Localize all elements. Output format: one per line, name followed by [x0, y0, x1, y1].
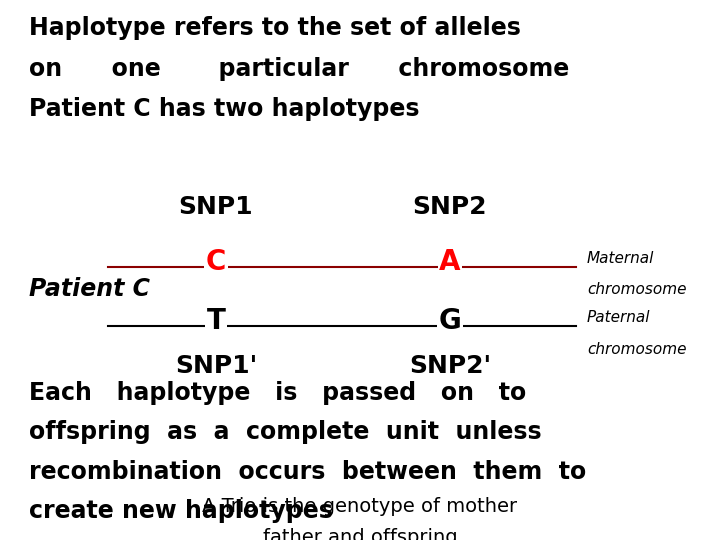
Text: SNP2': SNP2': [409, 354, 491, 377]
Text: recombination  occurs  between  them  to: recombination occurs between them to: [29, 460, 586, 483]
Text: offspring  as  a  complete  unit  unless: offspring as a complete unit unless: [29, 420, 541, 444]
Text: Paternal: Paternal: [587, 310, 650, 326]
Text: father and offspring: father and offspring: [263, 528, 457, 540]
Text: Patient C: Patient C: [29, 277, 150, 301]
Text: T: T: [207, 307, 225, 335]
Text: Maternal: Maternal: [587, 251, 654, 266]
Text: A: A: [439, 248, 461, 276]
Text: chromosome: chromosome: [587, 342, 686, 357]
Text: SNP1': SNP1': [175, 354, 257, 377]
Text: create new haplotypes: create new haplotypes: [29, 499, 333, 523]
Text: chromosome: chromosome: [587, 282, 686, 298]
Text: C: C: [206, 248, 226, 276]
Text: SNP1: SNP1: [179, 195, 253, 219]
Text: Patient C has two haplotypes: Patient C has two haplotypes: [29, 97, 419, 121]
Text: A Trio is the genotype of mother: A Trio is the genotype of mother: [202, 497, 518, 516]
Text: Haplotype refers to the set of alleles: Haplotype refers to the set of alleles: [29, 16, 521, 40]
Text: on      one       particular      chromosome: on one particular chromosome: [29, 57, 569, 80]
Text: G: G: [438, 307, 462, 335]
Text: Each   haplotype   is   passed   on   to: Each haplotype is passed on to: [29, 381, 526, 404]
Text: SNP2: SNP2: [413, 195, 487, 219]
